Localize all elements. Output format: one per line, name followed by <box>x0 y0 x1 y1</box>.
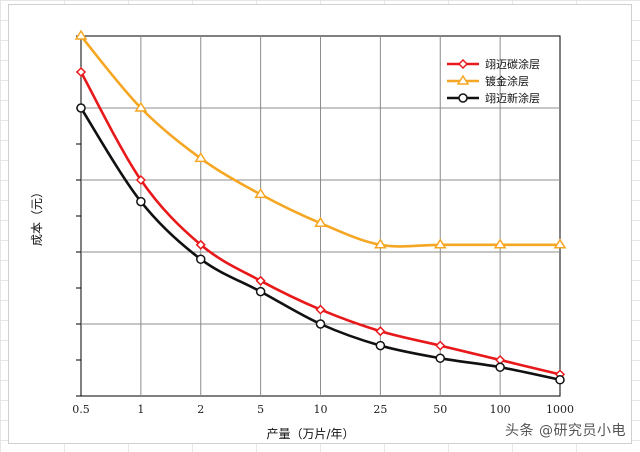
x-tick-label: 10 <box>314 403 328 416</box>
x-tick-label: 5 <box>257 403 264 416</box>
data-point <box>134 101 148 112</box>
data-point <box>493 238 507 249</box>
legend-label: 翊迈碳涂层 <box>485 57 540 71</box>
legend-marker <box>458 93 468 103</box>
legend-label: 镀金涂层 <box>485 74 529 88</box>
data-point <box>255 275 266 286</box>
data-point <box>375 340 386 351</box>
data-point <box>254 187 267 199</box>
series-1 <box>74 29 567 249</box>
legend-label: 翊迈新涂层 <box>485 91 540 105</box>
data-point <box>374 238 387 249</box>
data-point <box>553 238 567 249</box>
x-tick-label: 2 <box>197 403 204 416</box>
series-line <box>80 35 560 248</box>
data-point <box>76 103 86 113</box>
data-point <box>433 238 447 249</box>
legend-marker <box>456 74 470 85</box>
data-point <box>495 362 505 372</box>
data-point <box>194 151 208 163</box>
series-2 <box>76 103 565 385</box>
data-point <box>555 375 565 385</box>
data-point <box>435 353 445 363</box>
data-point <box>136 196 146 207</box>
series-line <box>79 107 561 382</box>
x-axis-title: 产量（万片/年） <box>266 427 354 441</box>
data-point <box>135 174 146 186</box>
data-point <box>435 340 446 351</box>
data-point <box>196 254 206 264</box>
data-point <box>315 319 326 329</box>
chart-frame[interactable]: 0.5 1 2 5 10 25 50 100 1000 产量（万片/年） 成本（元） 翊迈碳涂层 镀金涂… <box>8 4 632 444</box>
data-point <box>315 304 326 315</box>
legend-marker <box>457 58 469 70</box>
x-tick-label: 50 <box>433 403 447 416</box>
line-chart: 0.5 1 2 5 10 25 50 100 1000产量（万片/年）成本（元）翊迈碳涂层镀金涂… <box>30 29 574 441</box>
x-tick-label: 100 <box>490 403 511 416</box>
x-tick-label: 1 <box>137 403 144 416</box>
x-tick-label: 1000 <box>546 403 574 416</box>
y-axis-title: 成本（元） <box>30 186 44 246</box>
data-point <box>74 29 88 40</box>
x-tick-label: 25 <box>373 403 387 416</box>
data-point <box>314 216 327 227</box>
data-point <box>75 66 87 78</box>
data-point <box>195 239 206 250</box>
watermark-text: 头条 @研究员小电 <box>505 423 626 439</box>
x-tick-label: 0.5 <box>72 403 90 416</box>
data-point <box>255 286 266 297</box>
series-0 <box>75 66 566 380</box>
data-point <box>375 326 386 337</box>
